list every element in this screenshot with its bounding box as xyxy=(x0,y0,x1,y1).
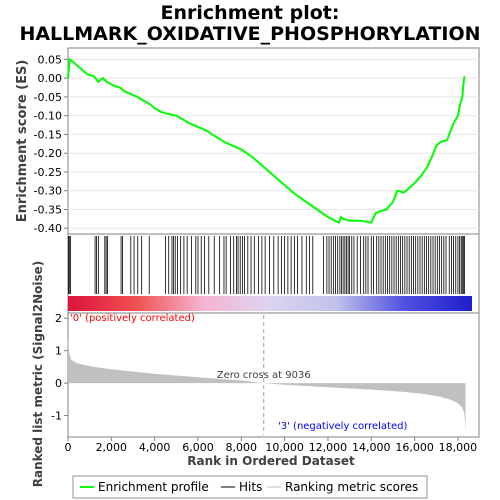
es-profile-line xyxy=(67,57,466,225)
zero-cross-label: Zero cross at 9036 xyxy=(217,370,311,381)
metric-xtick-label: 16,000 xyxy=(395,441,434,454)
metric-xtick-label: 12,000 xyxy=(309,441,348,454)
rank-color-bar xyxy=(68,296,472,311)
hits-panel xyxy=(67,233,480,314)
ranking-metric-area xyxy=(68,337,466,432)
metric-ytick-label: 2 xyxy=(55,312,62,325)
metric-ytick-label: 1 xyxy=(55,345,62,358)
metric-xtick-label: 4,000 xyxy=(139,441,171,454)
negative-correlation-label: '3' (negatively correlated) xyxy=(278,421,407,432)
legend-enrichment-label: Enrichment profile xyxy=(98,480,209,494)
metric-ytick-label: -1 xyxy=(51,410,62,423)
metric-y-axis-label: Ranked list metric (Signal2Noise) xyxy=(31,261,45,488)
es-panel-frame xyxy=(67,47,480,235)
es-ytick-label: -0.05 xyxy=(34,91,62,104)
metric-xtick-label: 2,000 xyxy=(96,441,128,454)
chart-title-line-1: Enrichment plot: xyxy=(161,2,340,24)
positive-correlation-label: '0' (positively correlated) xyxy=(70,313,195,324)
metric-xtick-label: 14,000 xyxy=(352,441,391,454)
es-ytick-label: 0.00 xyxy=(38,72,63,85)
metric-xtick-label: 6,000 xyxy=(182,441,214,454)
legend-hits-label: Hits xyxy=(239,480,262,494)
metric-panel: 2 1 0 -1 0 2,000 4,000 6,000 8,000 10,000 12,000 1… xyxy=(31,261,480,488)
es-panel: 0.05 0.00 -0.05 -0.10 -0.15 -0.20 -0.25 -0.30 -0… xyxy=(15,47,480,235)
metric-ytick-label: 0 xyxy=(55,377,62,390)
metric-xtick-label: 10,000 xyxy=(265,441,304,454)
metric-xtick-label: 0 xyxy=(65,441,72,454)
legend: Enrichment profile Hits Ranking metric s… xyxy=(72,475,428,499)
legend-frame xyxy=(72,475,428,499)
es-y-axis-label: Enrichment score (ES) xyxy=(15,60,30,223)
es-ytick-label: -0.20 xyxy=(34,147,62,160)
es-ytick-label: -0.35 xyxy=(34,203,62,216)
chart-title-line-2: HALLMARK_OXIDATIVE_PHOSPHORYLATION xyxy=(19,23,480,45)
es-ytick-label: -0.25 xyxy=(34,166,62,179)
metric-xtick-label: 8,000 xyxy=(226,441,258,454)
metric-x-axis-label: Rank in Ordered Dataset xyxy=(187,454,355,468)
metric-xtick-label: 18,000 xyxy=(439,441,478,454)
es-ytick-label: -0.30 xyxy=(34,185,62,198)
legend-ranking-label: Ranking metric scores xyxy=(285,480,418,494)
es-ytick-label: -0.15 xyxy=(34,128,62,141)
es-ytick-label: -0.40 xyxy=(34,222,62,235)
es-ytick-label: -0.10 xyxy=(34,110,62,123)
es-ytick-label: 0.05 xyxy=(38,53,63,66)
